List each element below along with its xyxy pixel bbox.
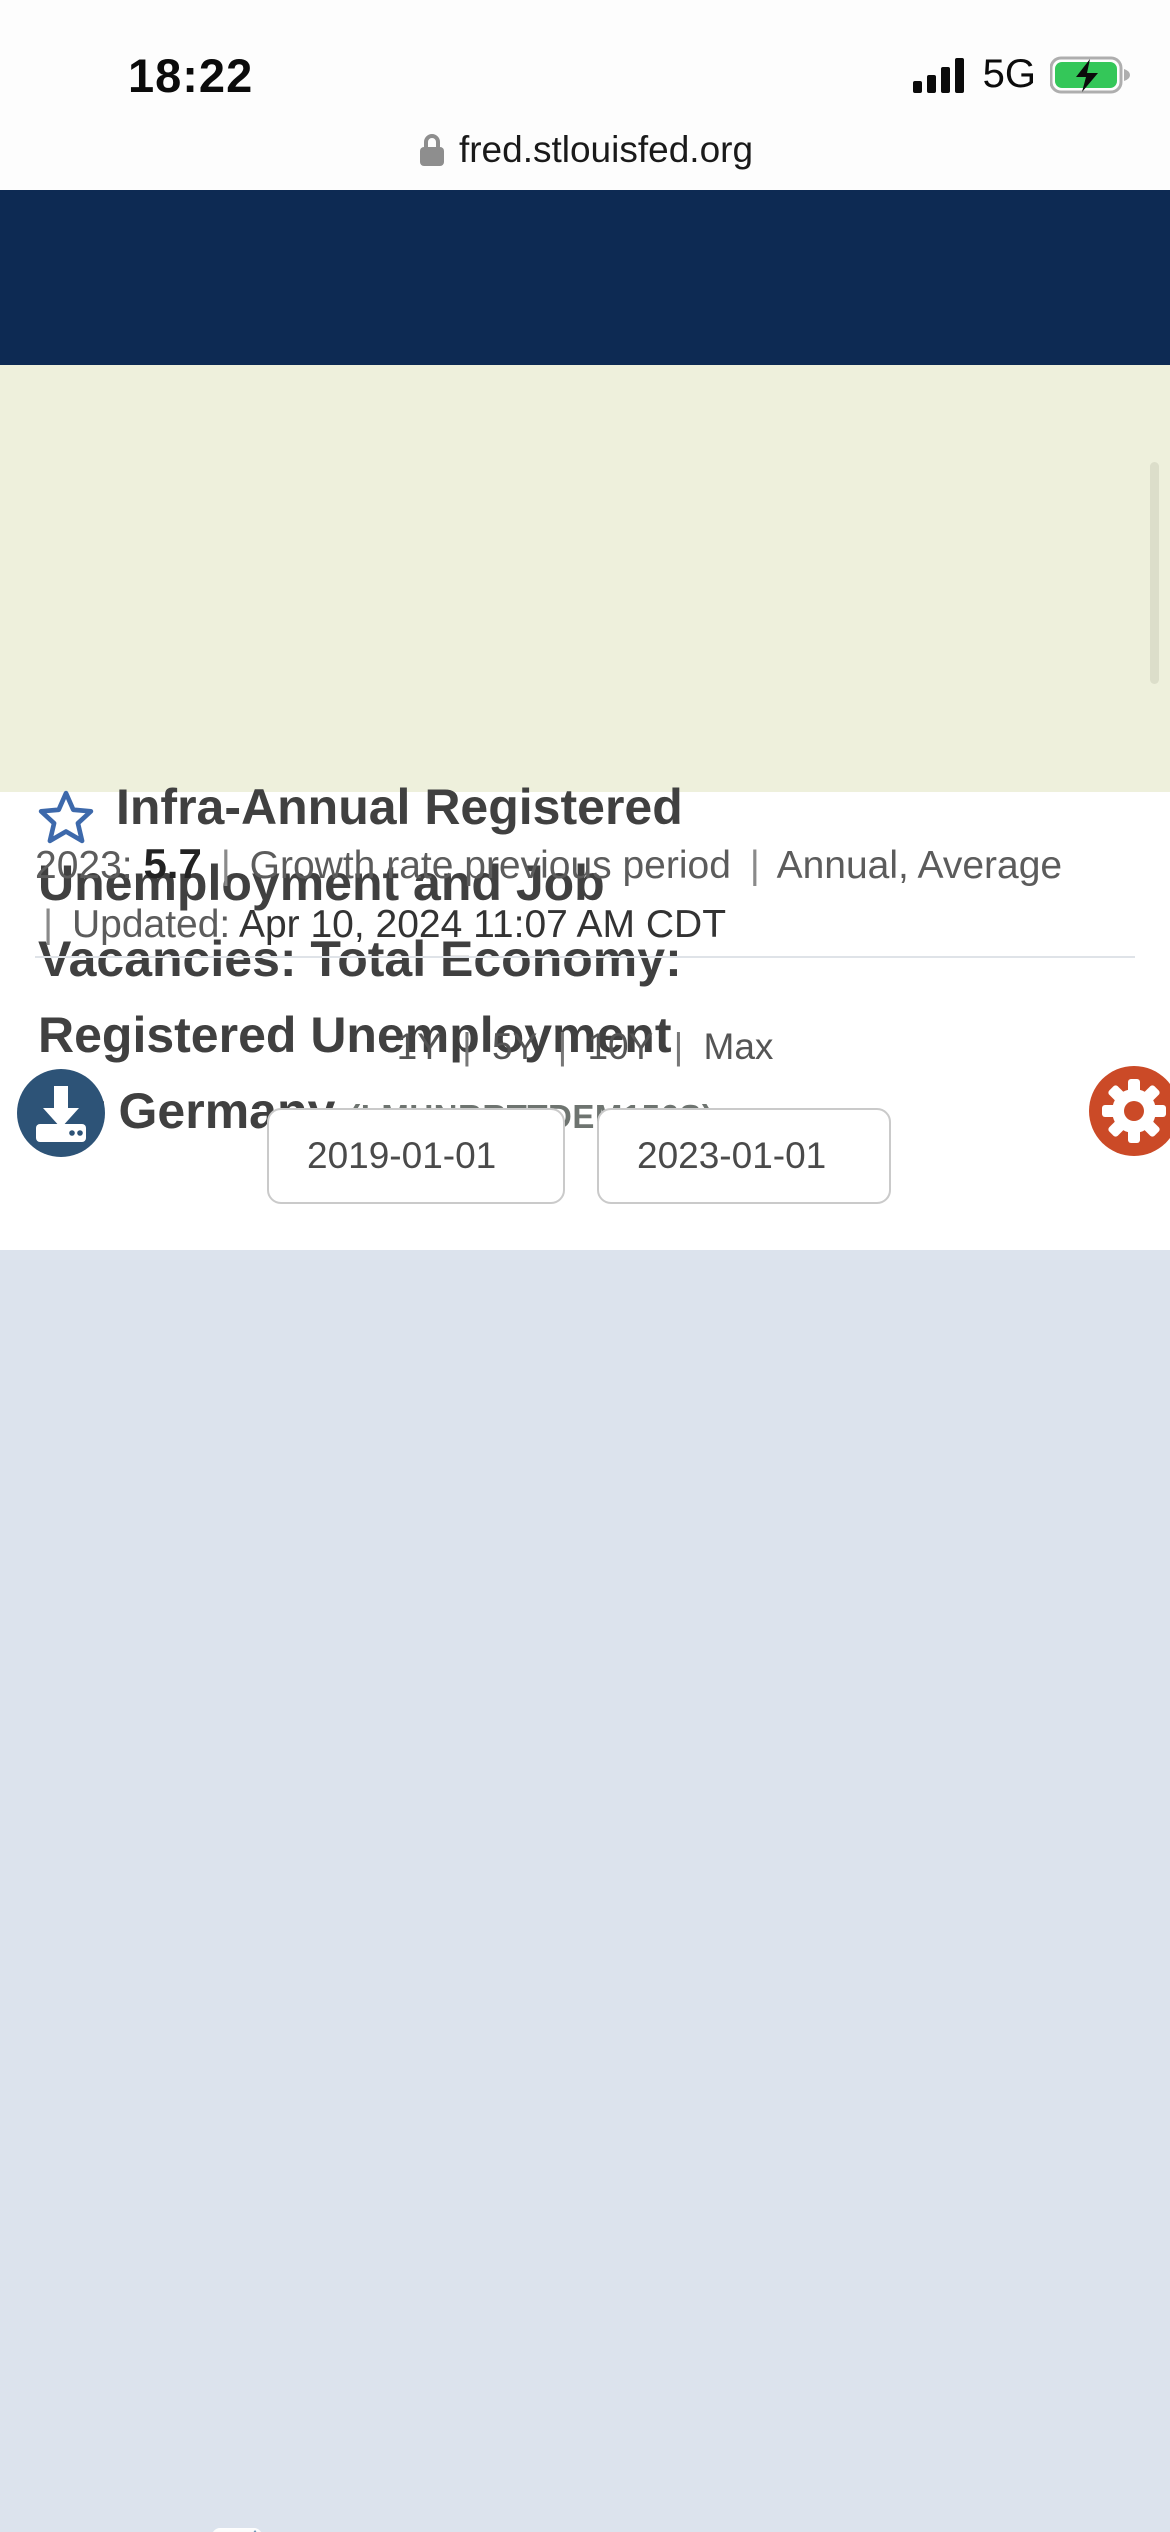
section-divider bbox=[35, 956, 1135, 958]
range-10y-link[interactable]: 10Y bbox=[587, 1026, 654, 1067]
range-1y-link[interactable]: 1Y bbox=[396, 1026, 442, 1067]
updated-label: Updated: bbox=[71, 903, 231, 946]
separator: | bbox=[220, 844, 231, 887]
fred-watermark-chart-icon bbox=[213, 2528, 261, 2532]
frequency-label: Annual, Average bbox=[776, 844, 1063, 887]
download-icon bbox=[36, 1086, 86, 1142]
start-date-input[interactable] bbox=[267, 1108, 565, 1204]
clock: 18:22 bbox=[128, 49, 254, 102]
lock-icon bbox=[419, 134, 444, 166]
series-meta: 2023: 5.7 | Growth rate previous period … bbox=[35, 834, 1065, 954]
line-chart[interactable]: 4.95.05.15.25.35.45.55.65.75.85.96.02020… bbox=[0, 2500, 1170, 2532]
range-max-link[interactable]: Max bbox=[703, 1026, 774, 1067]
download-button[interactable] bbox=[16, 1068, 106, 1158]
series-title-section: Infra-Annual Registered Unemployment and… bbox=[0, 365, 1170, 1139]
gear-icon bbox=[1102, 1079, 1166, 1143]
page-title: Infra-Annual Registered Unemployment and… bbox=[38, 769, 728, 1155]
chart-card: FRED ® Infra-Annual Registered Unemploym… bbox=[0, 1250, 1170, 2532]
separator: | bbox=[673, 1026, 684, 1067]
browser-url-bar[interactable]: fred.stlouisfed.org bbox=[0, 110, 1170, 190]
separator: | bbox=[557, 1026, 568, 1067]
end-date-input[interactable] bbox=[597, 1108, 891, 1204]
separator: | bbox=[43, 903, 54, 946]
fred-site-header: ™ FRED ® bbox=[0, 190, 1170, 543]
status-icons: 5G bbox=[912, 52, 1134, 97]
battery-charging-icon bbox=[1050, 56, 1130, 93]
cellular-signal-icon bbox=[912, 57, 964, 93]
separator: | bbox=[749, 844, 760, 887]
updated-timestamp: Apr 10, 2024 11:07 AM CDT bbox=[238, 903, 727, 946]
status-bar: 18:22 5G bbox=[0, 0, 1170, 110]
scrollbar[interactable] bbox=[1150, 462, 1159, 684]
separator: | bbox=[462, 1026, 472, 1067]
legend-series-label[interactable]: Infra-Annual Registered Unemployment and… bbox=[360, 2522, 1010, 2532]
range-5y-link[interactable]: 5Y bbox=[492, 1026, 538, 1067]
latest-obs-value: 5.7 bbox=[143, 840, 202, 887]
units-label: Growth rate previous period bbox=[249, 844, 731, 887]
fred-watermark: FRED bbox=[30, 2524, 165, 2532]
favorite-star-icon[interactable] bbox=[38, 789, 94, 845]
series-title-text: Infra-Annual Registered Unemployment and… bbox=[38, 779, 683, 1139]
chart-settings-button[interactable] bbox=[1088, 1065, 1170, 1157]
network-type-label: 5G bbox=[982, 52, 1036, 96]
date-range-shortcuts: 1Y | 5Y | 10Y | Max bbox=[0, 1026, 1170, 1068]
latest-obs-label: 2023: bbox=[35, 844, 133, 887]
url-text: fred.stlouisfed.org bbox=[458, 129, 754, 170]
